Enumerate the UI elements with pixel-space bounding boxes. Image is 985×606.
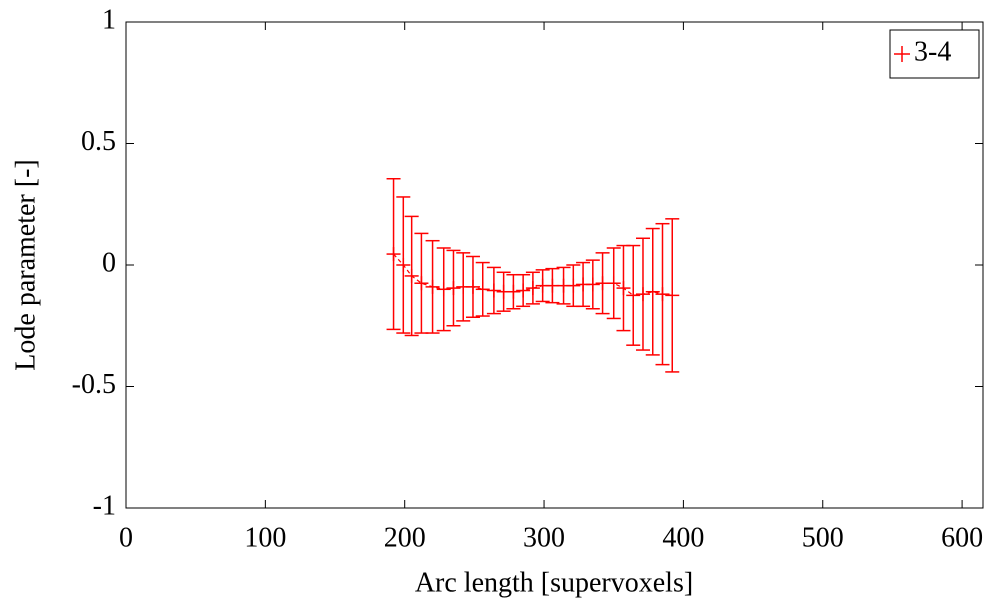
error-bar [655,222,670,366]
error-bar [446,249,461,327]
error-bar [465,255,480,318]
y-tick-label: -1 [93,490,116,521]
y-axis-label: Lode parameter [-] [10,159,41,370]
mean-line [393,253,673,297]
error-bar [414,232,429,334]
error-bar [436,247,451,332]
x-tick-label: 300 [523,522,565,553]
error-bar [506,273,521,310]
x-axis-label: Arc length [supervoxels] [415,567,693,598]
error-bar [525,271,540,305]
error-bar [635,237,650,351]
x-tick-label: 400 [662,522,704,553]
error-bar [616,244,631,332]
error-bar [645,227,660,356]
x-tick-label: 100 [244,522,286,553]
error-bar [556,266,571,305]
error-bar [585,259,600,310]
x-tick-label: 500 [802,522,844,553]
error-bar [425,239,440,334]
x-tick-label: 600 [941,522,983,553]
error-bar [396,196,411,334]
y-tick-label: 0 [102,247,116,278]
error-bar [626,244,641,346]
error-bar [386,177,401,331]
legend-label: 3-4 [914,36,951,67]
error-bar [486,266,501,315]
error-bar [516,273,531,308]
y-tick-label: 0.5 [81,126,116,157]
error-bar [566,264,581,308]
plot-frame [125,21,984,509]
error-bar [404,215,419,337]
error-bar [606,247,621,320]
error-bar [665,218,680,373]
x-tick-label: 200 [384,522,426,553]
y-tick-label: -0.5 [72,369,116,400]
y-tick-label: 1 [102,4,116,35]
x-tick-label: 0 [119,522,133,553]
error-bar [475,261,490,317]
